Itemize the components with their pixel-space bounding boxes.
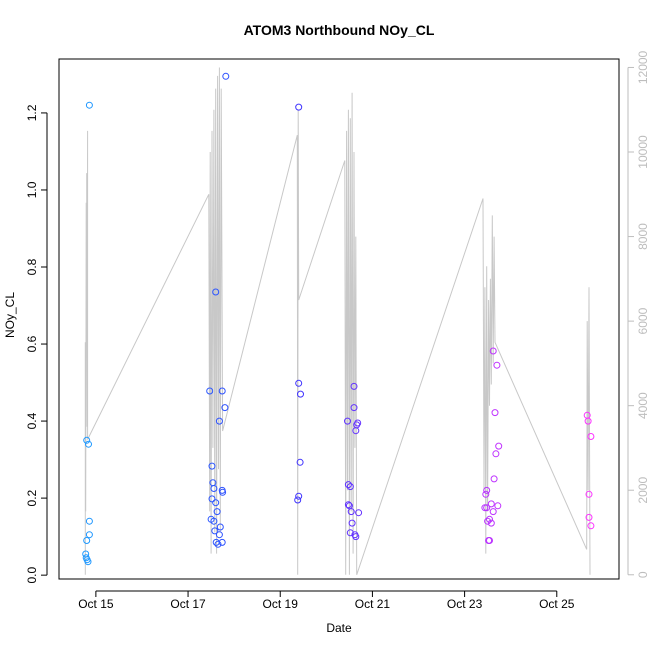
data-point [350,382,358,390]
data-point [212,499,220,507]
y2-tick-label: 2000 [636,477,650,504]
y-axis-right: 0 2000 4000 6000 8000 10000 12000 [627,50,650,578]
data-point [221,404,229,412]
data-point [296,458,304,466]
data-point [216,523,224,531]
data-point [218,387,226,395]
y-tick-label: 1.0 [25,181,39,198]
data-point [347,508,355,516]
data-point [214,540,222,548]
data-point [85,517,93,525]
data-point [218,538,226,546]
data-point [492,450,500,458]
data-point [489,508,497,516]
data-point [210,485,218,492]
y-tick-label: 0.4 [25,412,39,429]
data-point [208,462,216,470]
data-point [295,379,303,387]
data-point [483,486,491,494]
data-point [350,404,358,412]
chart-title: ATOM3 Northbound NOy_CL [244,22,435,38]
plot-frame [58,58,620,580]
data-point [487,500,495,508]
data-point [295,492,303,500]
y2-tick-label: 0 [636,571,650,578]
x-tick-label: Oct 23 [447,597,483,611]
data-point [85,101,93,109]
data-point [352,533,360,541]
data-point [83,537,91,544]
data-point [483,504,491,512]
data-point [85,531,93,539]
data-point [494,502,502,510]
data-point [489,347,497,355]
y-tick-label: 0.6 [25,335,39,352]
data-point [585,490,593,498]
data-point [348,519,356,527]
data-point [85,440,92,448]
data-point [486,515,493,523]
data-point [490,475,498,483]
y-axis-left: 0.0 0.2 0.4 0.6 0.8 1.0 1.2 [25,104,48,583]
data-point [219,488,227,496]
data-point [208,495,216,503]
data-point [83,436,91,444]
y2-tick-label: 8000 [636,223,650,250]
data-point [587,433,595,440]
data-point [487,519,495,527]
data-point [294,496,302,504]
data-point [491,409,499,417]
y2-tick-label: 4000 [636,392,650,419]
x-tick-label: Oct 19 [263,597,299,611]
data-point [344,501,352,509]
data-point [212,288,220,296]
data-point [495,442,503,450]
data-point [346,529,354,537]
data-point [210,517,218,525]
data-point [352,427,360,435]
data-point [587,522,595,530]
data-point [84,558,92,566]
data-point [585,513,593,521]
y-axis-label: NOy_CL [3,292,17,338]
altitude-line [84,67,591,575]
x-tick-label: Oct 15 [78,597,114,611]
data-point-layer [82,72,595,566]
data-point [215,417,223,425]
y2-tick-label: 6000 [636,307,650,334]
data-point [355,509,363,517]
data-point [493,361,501,369]
altitude-line-layer [84,67,591,575]
data-point [344,481,352,489]
y-tick-label: 0.8 [25,258,39,275]
data-point [206,387,214,395]
x-tick-label: Oct 21 [355,597,391,611]
data-point [584,417,592,425]
x-axis-label: Date [326,621,352,635]
y-tick-label: 1.2 [25,104,39,121]
data-point [482,490,490,498]
data-point [213,508,221,516]
x-tick-label: Oct 25 [539,597,575,611]
y2-tick-label: 10000 [636,135,650,169]
x-tick-label: Oct 17 [170,597,206,611]
data-point [486,537,493,544]
data-point [344,417,351,425]
data-point [297,390,304,398]
x-axis: Oct 15 Oct 17 Oct 19 Oct 21 Oct 23 Oct 25 [78,590,575,611]
y-tick-label: 0.0 [25,566,39,583]
data-point [484,517,492,525]
data-point [346,483,354,491]
y-tick-label: 0.2 [25,489,39,506]
data-point [295,103,303,111]
data-point [215,531,223,539]
data-point [222,72,230,80]
data-point [211,527,219,535]
y2-tick-label: 12000 [636,50,650,84]
